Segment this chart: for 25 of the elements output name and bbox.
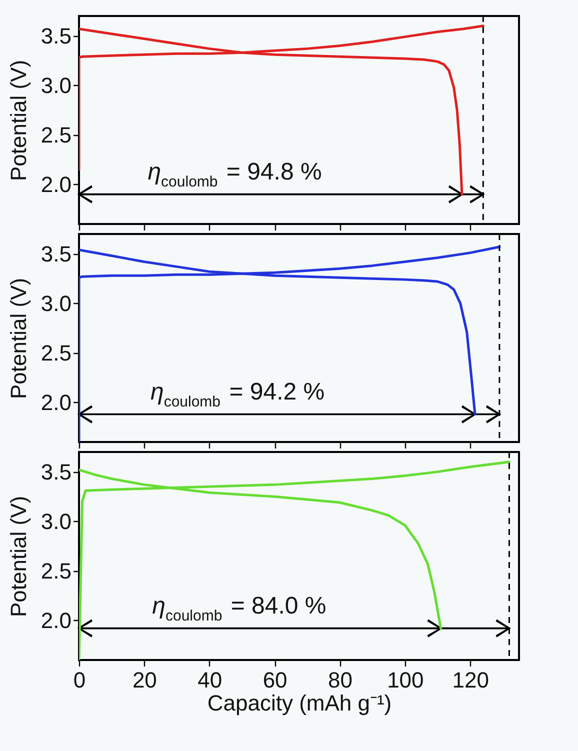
x-tick-label: 80 [328, 668, 352, 692]
y-tick-label: 2.5 [40, 340, 72, 366]
y-tick-label: 3.5 [40, 459, 72, 484]
y-tick-label: 3.0 [40, 72, 72, 98]
line-series [79, 460, 510, 660]
x-tick-label: 0 [73, 668, 86, 692]
y-axis-title: Potential (V) [6, 60, 31, 182]
x-tick-label: 20 [132, 668, 157, 692]
y-axis-title: Potential (V) [6, 278, 31, 400]
x-tick-label: 120 [452, 668, 489, 692]
y-tick-label: 2.5 [40, 558, 72, 584]
y-tick-label: 2.0 [40, 172, 72, 197]
y-tick-label: 3.5 [40, 23, 72, 48]
y-tick-label: 3.5 [40, 241, 72, 266]
x-tick-label: 100 [387, 668, 424, 692]
y-tick-label: 2.0 [40, 608, 72, 633]
x-tick-label: 40 [198, 668, 222, 692]
line-series [79, 246, 501, 442]
y-tick-label: 2.0 [40, 390, 72, 415]
y-tick-label: 2.5 [40, 122, 72, 148]
y-axis-title: Potential (V) [6, 496, 31, 618]
y-tick-label: 3.0 [40, 508, 72, 534]
x-tick-label: 60 [262, 668, 288, 692]
y-tick-label: 3.0 [40, 290, 72, 316]
x-axis-title: Capacity (mAh g⁻¹) [207, 690, 392, 716]
